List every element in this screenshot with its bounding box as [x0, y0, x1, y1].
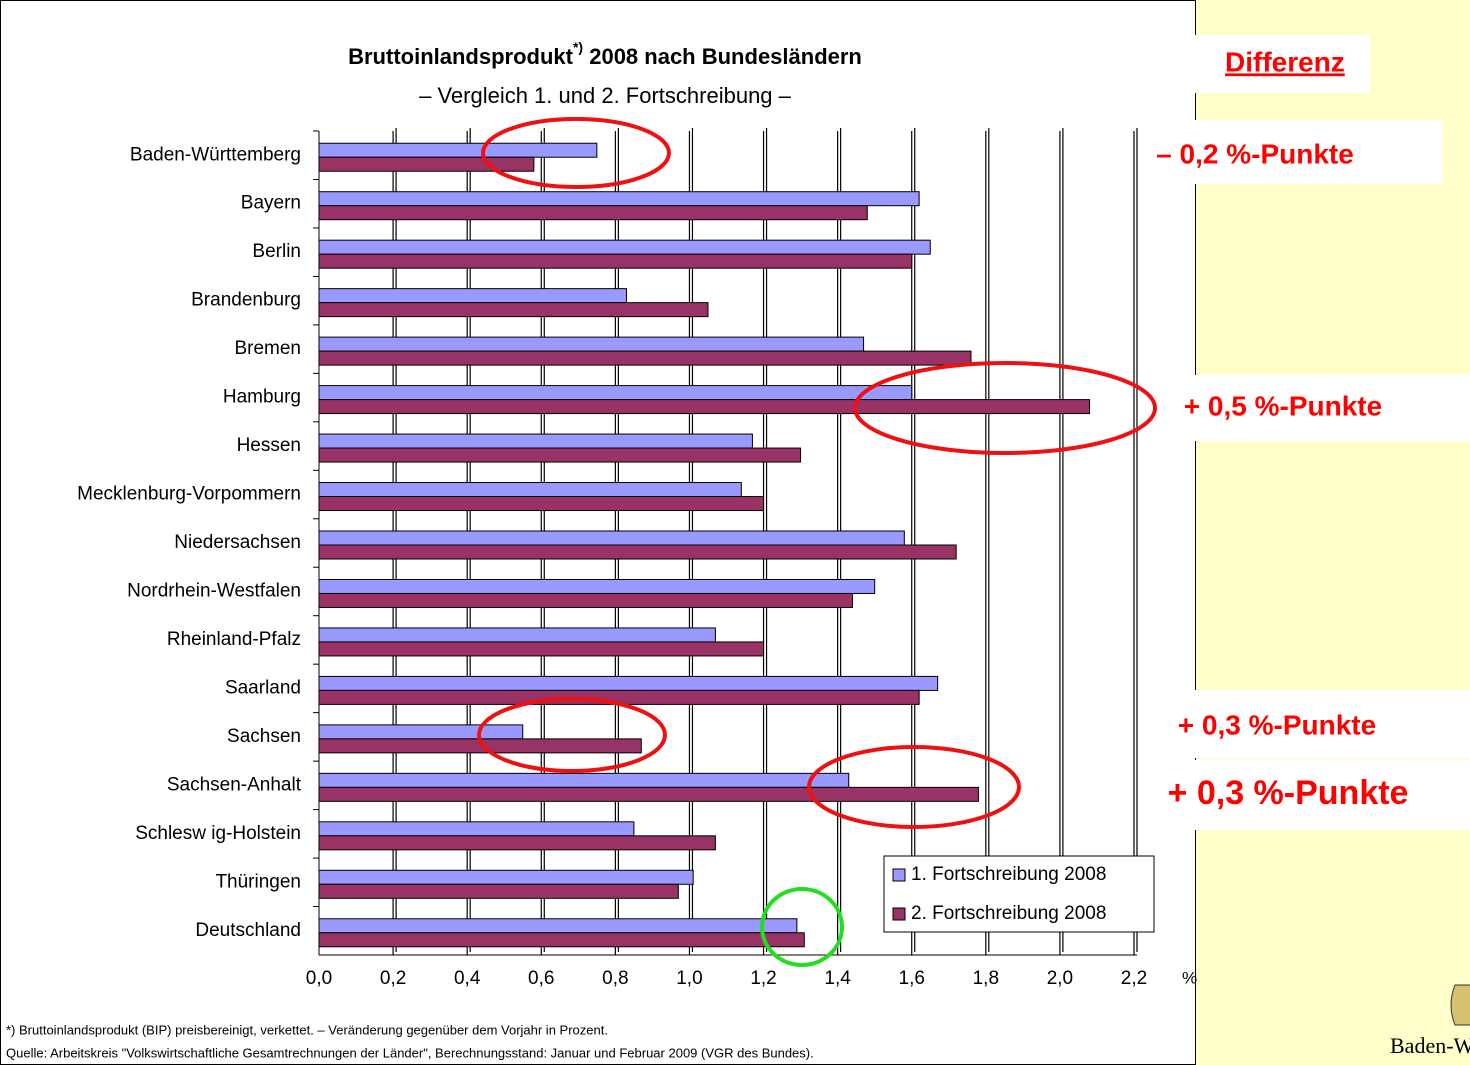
bar: [318, 772, 850, 788]
highlight: [477, 697, 667, 773]
logo-text: Baden-Wü: [1390, 1033, 1470, 1058]
y-tick-label: Rheinland-Pfalz: [167, 629, 301, 650]
y-tick-label: Hessen: [237, 435, 301, 456]
y-tick-label: Deutschland: [195, 920, 301, 941]
y-tick-label: Bayern: [241, 193, 301, 214]
x-tick-label: 0,4: [454, 968, 481, 989]
y-tick-label: Sachsen: [227, 726, 301, 747]
y-tick-label: Sachsen-Anhalt: [167, 774, 302, 795]
bar: [318, 447, 802, 463]
bar: [318, 641, 765, 657]
bar: [318, 786, 979, 802]
bar: [318, 821, 635, 837]
bar: [318, 918, 798, 934]
y-tick-label: Schlesw ig-Holstein: [135, 823, 301, 844]
annotation-box: [1115, 120, 1442, 184]
bar: [318, 835, 716, 851]
bar: [318, 191, 920, 207]
logo-crest: [1450, 984, 1470, 1026]
bar: [318, 302, 709, 318]
bar: [318, 675, 939, 691]
highlight: [853, 361, 1157, 455]
x-unit: %: [1182, 968, 1197, 987]
bar: [318, 627, 716, 643]
x-tick-label: 0,8: [602, 968, 628, 989]
x-tick-label: 2,2: [1121, 968, 1147, 989]
y-tick-label: Niedersachsen: [174, 532, 301, 553]
x-tick-label: 1,2: [750, 968, 776, 989]
legend-swatch: [892, 868, 906, 882]
annotation: + 0,3 %-Punkte: [1178, 709, 1376, 740]
bar: [318, 336, 865, 352]
y-tick-label: Bremen: [234, 338, 301, 359]
highlight-ellipses: [477, 117, 1157, 967]
footnote: Quelle: Arbeitskreis "Volkswirtschaftlic…: [6, 1045, 814, 1060]
bar: [318, 156, 535, 172]
y-tick-label: Thüringen: [215, 871, 301, 892]
annotation-box: [1080, 35, 1370, 93]
bar: [318, 239, 931, 255]
bar: [318, 578, 876, 594]
footnote: *) Bruttoinlandsprodukt (BIP) preisberei…: [6, 1022, 608, 1037]
x-tick-label: 0,2: [380, 968, 406, 989]
y-tick-label: Saarland: [225, 677, 301, 698]
highlight: [481, 117, 671, 189]
bar: [318, 399, 1091, 415]
title-rest: 2008 nach Bundesländern: [583, 44, 862, 69]
bar: [318, 544, 957, 560]
bar: [318, 205, 868, 221]
bar: [318, 142, 598, 158]
annotation-box: [1125, 375, 1470, 441]
bar: [318, 592, 853, 608]
x-tick-label: 1,6: [899, 968, 925, 989]
legend-box: [883, 855, 1155, 933]
bar: [318, 482, 742, 498]
bar: [318, 288, 627, 304]
highlight: [807, 745, 1021, 829]
annotation: – 0,2 %-Punkte: [1156, 138, 1354, 169]
y-tick-label: Berlin: [252, 241, 301, 262]
bar: [318, 385, 913, 401]
highlight: [760, 887, 844, 967]
y-tick-label: Baden-Württemberg: [130, 144, 301, 165]
bar: [318, 869, 694, 885]
annotation: + 0,5 %-Punkte: [1184, 390, 1382, 421]
bar: [318, 253, 913, 269]
title-main: Bruttoinlandsprodukt: [348, 44, 574, 69]
y-tick-label: Mecklenburg-Vorpommern: [77, 484, 301, 505]
bar: [318, 496, 765, 512]
x-tick-label: 1,4: [824, 968, 851, 989]
x-tick-label: 1,0: [676, 968, 702, 989]
bar: [318, 883, 679, 899]
x-tick-label: 0,6: [528, 968, 554, 989]
x-tick-label: 1,8: [973, 968, 999, 989]
chart-subtitle: – Vergleich 1. und 2. Fortschreibung –: [419, 83, 792, 108]
bar: [318, 932, 805, 948]
y-tick-label: Nordrhein-Westfalen: [127, 580, 301, 601]
plot: 0,0 0,2 0,4 0,6 0,8 1,0 1,2 1,4 1,6 1,8 2,0 2,2 Bade…: [77, 128, 1155, 989]
annotation: + 0,3 %-Punkte: [1168, 774, 1409, 812]
y-tick-label: Brandenburg: [191, 290, 301, 311]
annotation: Differenz: [1225, 46, 1345, 77]
title-sup: *): [573, 39, 583, 55]
annotation-box: [1195, 690, 1470, 758]
bar: [318, 530, 905, 546]
legend-label: 1. Fortschreibung 2008: [911, 864, 1106, 885]
bar: [318, 724, 524, 740]
legend-swatch: [892, 907, 906, 921]
x-tick-label: 2,0: [1047, 968, 1073, 989]
bar: [318, 433, 753, 449]
annotation-box: [1195, 760, 1470, 830]
bar: [318, 350, 972, 366]
x-tick-label: 0,0: [306, 968, 332, 989]
legend-label: 2. Fortschreibung 2008: [911, 903, 1106, 924]
chart-title: Bruttoinlandsprodukt*) 2008 nach Bundesl…: [348, 39, 862, 69]
y-tick-label: Hamburg: [223, 387, 301, 408]
